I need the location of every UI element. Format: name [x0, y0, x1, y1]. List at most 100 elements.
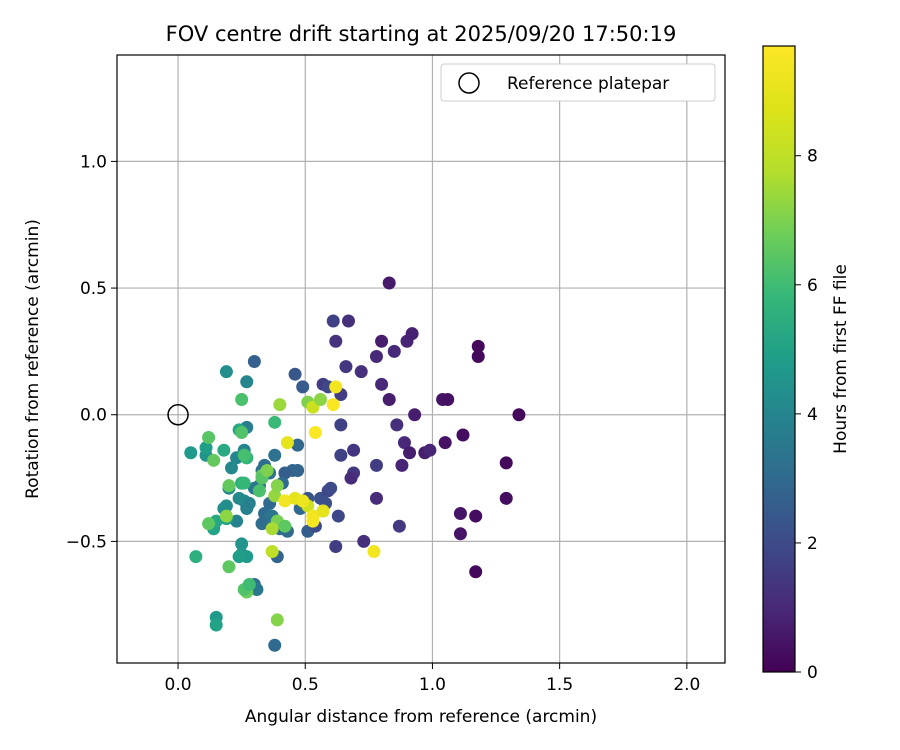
- data-point: [270, 613, 284, 627]
- data-point: [395, 458, 409, 472]
- data-point: [456, 428, 470, 442]
- data-point: [308, 425, 322, 439]
- data-point: [334, 448, 348, 462]
- data-point: [207, 453, 221, 467]
- data-point: [278, 519, 292, 533]
- colorbar-tick-label: 4: [807, 405, 818, 425]
- data-point: [382, 393, 396, 407]
- data-point: [240, 375, 254, 389]
- data-point: [341, 314, 355, 328]
- data-point: [255, 517, 269, 531]
- data-point: [354, 365, 368, 379]
- data-point: [329, 334, 343, 348]
- colorbar-tick-label: 6: [807, 276, 818, 296]
- data-point: [471, 349, 485, 363]
- y-tick-label: 0.5: [80, 279, 107, 299]
- data-point: [367, 545, 381, 559]
- data-point: [273, 398, 287, 412]
- x-axis-ticks: 0.0 0.5 1.0 1.5 2.0: [165, 663, 700, 695]
- reference-marker: [167, 403, 189, 426]
- data-point: [217, 443, 231, 457]
- data-point: [291, 438, 305, 452]
- data-points: [184, 276, 526, 652]
- data-point: [375, 377, 389, 391]
- data-point: [235, 425, 249, 439]
- data-point: [499, 491, 513, 505]
- data-point: [382, 276, 396, 290]
- data-point: [499, 456, 513, 470]
- data-point: [270, 479, 284, 493]
- data-point: [392, 519, 406, 533]
- legend-label: Reference platepar: [507, 74, 669, 94]
- x-axis-label: Angular distance from reference (arcmin): [245, 707, 597, 727]
- y-tick-label: 0.0: [80, 406, 107, 426]
- data-point: [237, 476, 251, 490]
- data-point: [268, 489, 282, 503]
- data-point: [512, 408, 526, 422]
- colorbar-ticks: 0 2 4 6 8: [795, 147, 818, 683]
- x-tick-label: 1.0: [419, 675, 446, 695]
- data-point: [423, 443, 437, 457]
- data-point: [296, 494, 310, 508]
- data-point: [369, 349, 383, 363]
- data-point: [189, 550, 203, 564]
- data-point: [280, 436, 294, 450]
- data-point: [296, 380, 310, 394]
- data-point: [184, 446, 198, 460]
- chart-title: FOV centre drift starting at 2025/09/20 …: [166, 22, 677, 46]
- data-point: [291, 463, 305, 477]
- x-tick-label: 2.0: [673, 675, 700, 695]
- data-point: [278, 494, 292, 508]
- data-point: [329, 539, 343, 553]
- data-point: [369, 458, 383, 472]
- data-point: [387, 344, 401, 358]
- data-point: [469, 509, 483, 523]
- data-point: [265, 522, 279, 536]
- data-point: [405, 327, 419, 341]
- data-point: [471, 339, 485, 353]
- data-point: [242, 577, 256, 591]
- data-point: [331, 509, 345, 523]
- colorbar-tick-label: 2: [807, 534, 818, 554]
- data-point: [247, 355, 261, 369]
- data-point: [235, 393, 249, 407]
- data-point: [339, 360, 353, 374]
- colorbar-label: Hours from first FF file: [831, 264, 851, 454]
- data-point: [268, 638, 282, 652]
- data-point: [324, 481, 338, 495]
- data-point: [403, 446, 417, 460]
- data-point: [232, 550, 246, 564]
- data-point: [326, 398, 340, 412]
- data-point: [265, 545, 279, 559]
- data-point: [375, 334, 389, 348]
- data-point: [453, 507, 467, 521]
- data-point: [326, 314, 340, 328]
- data-point: [397, 436, 411, 450]
- data-point: [453, 527, 467, 541]
- y-tick-label: −0.5: [66, 532, 107, 552]
- data-point: [441, 393, 455, 407]
- data-point: [357, 534, 371, 548]
- legend-box: [440, 63, 716, 102]
- data-point: [278, 466, 292, 480]
- data-point: [202, 517, 216, 531]
- x-tick-label: 1.5: [546, 675, 573, 695]
- grid: [117, 55, 725, 663]
- data-point: [288, 367, 302, 381]
- data-point: [209, 618, 223, 632]
- data-point: [347, 443, 361, 457]
- data-point: [344, 471, 358, 485]
- y-axis-ticks: −0.5 0.0 0.5 1.0: [66, 152, 117, 552]
- data-point: [222, 479, 236, 493]
- x-tick-label: 0.0: [165, 675, 192, 695]
- y-tick-label: 1.0: [80, 152, 107, 172]
- data-point: [268, 415, 282, 429]
- data-point: [329, 380, 343, 394]
- data-point: [369, 491, 383, 505]
- data-point: [438, 436, 452, 450]
- data-point: [469, 565, 483, 579]
- x-tick-label: 0.5: [292, 675, 319, 695]
- data-point: [390, 418, 404, 432]
- data-point: [219, 509, 233, 523]
